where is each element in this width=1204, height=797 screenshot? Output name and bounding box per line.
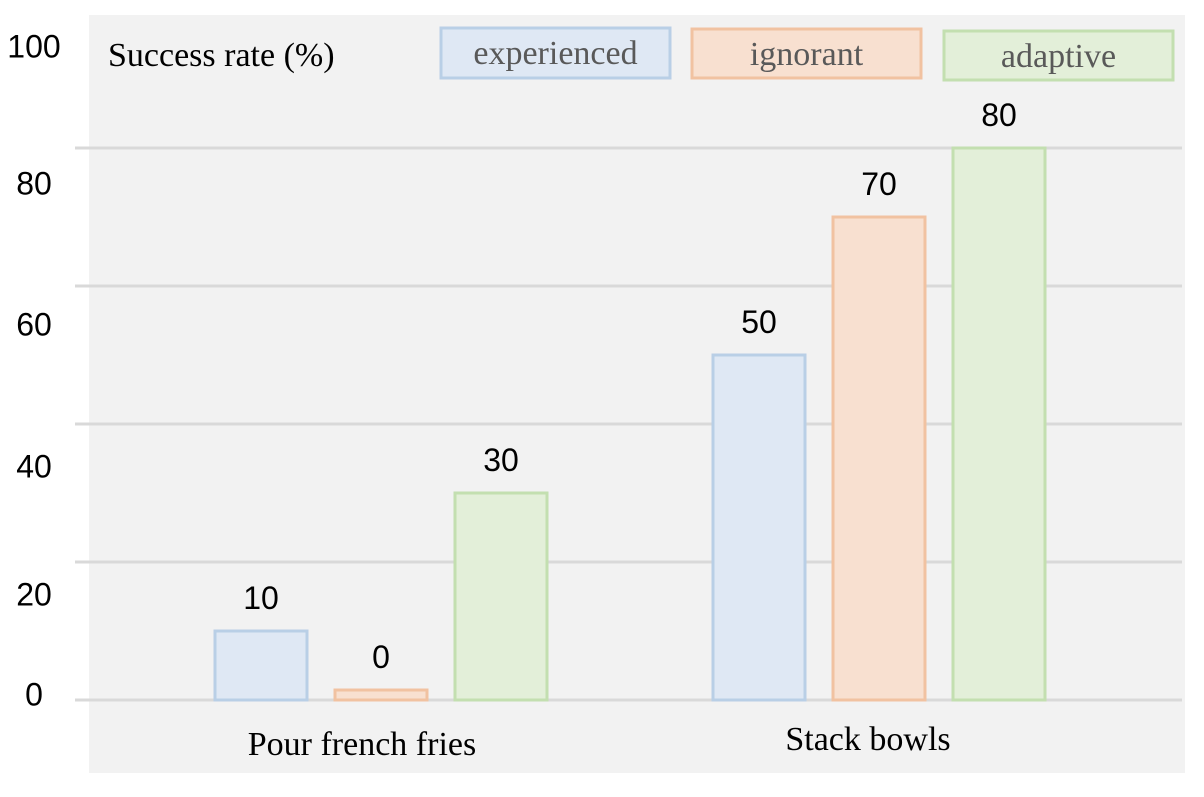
y-tick-label: 40: [16, 448, 52, 484]
category-labels: Pour french fries Stack bowls: [248, 721, 951, 763]
data-label: 70: [861, 166, 897, 202]
y-tick-label: 100: [7, 28, 60, 64]
data-label: 50: [741, 304, 777, 340]
bar-adaptive: [453, 491, 549, 702]
y-tick-label: 60: [16, 306, 52, 342]
data-label: 0: [372, 639, 390, 675]
category-label: Pour french fries: [248, 726, 476, 763]
data-label: 30: [483, 442, 519, 478]
category-label: Stack bowls: [785, 721, 950, 758]
y-tick-label: 0: [25, 676, 43, 712]
data-label: 80: [981, 97, 1017, 133]
bar-ignorant: [333, 688, 429, 702]
bar-ignorant: [831, 215, 927, 702]
data-label: 10: [243, 580, 279, 616]
legend-label: ignorant: [750, 36, 864, 73]
y-tick-labels: 0 20 40 60 80 100: [7, 28, 60, 712]
chart-title: Success rate (%): [108, 37, 335, 74]
y-tick-label: 20: [16, 576, 52, 612]
bar-adaptive: [951, 146, 1047, 702]
bar-experienced: [711, 353, 807, 702]
legend-swatch-adaptive: [942, 29, 1175, 82]
data-labels: 10 0 30 50 70 80: [243, 97, 1017, 675]
legend-swatch-experienced: [439, 26, 672, 80]
legend-label: adaptive: [1001, 38, 1116, 75]
y-tick-label: 80: [16, 165, 52, 201]
legend-label: experienced: [473, 35, 637, 72]
bars: [213, 146, 1047, 702]
legend: experienced ignorant adaptive: [439, 26, 1175, 82]
bar-experienced: [213, 629, 309, 702]
legend-swatch-ignorant: [690, 27, 923, 80]
